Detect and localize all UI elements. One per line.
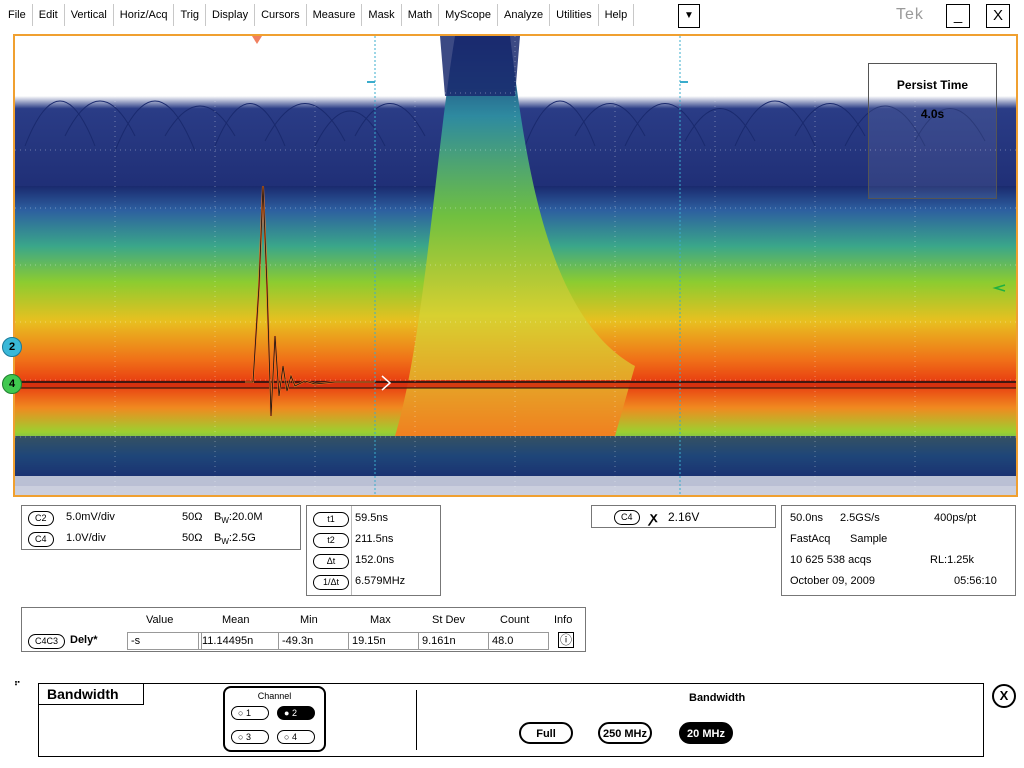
- bw-250mhz-button[interactable]: 250 MHz: [598, 722, 652, 744]
- measurement-panel[interactable]: Value Mean Min Max St Dev Count Info C4C…: [21, 607, 586, 652]
- bw-full-button[interactable]: Full: [519, 722, 573, 744]
- close-button[interactable]: X: [986, 4, 1010, 28]
- meas-header-count: Count: [500, 614, 530, 626]
- meas-value: -s: [127, 632, 202, 650]
- date: October 09, 2009: [790, 575, 876, 587]
- cursor-divider: [351, 506, 352, 595]
- bandwidth-panel: Bandwidth Channel ○ 1 ● 2 ○ 3 ○ 4 Bandwi…: [38, 683, 984, 757]
- meas-source: C4C3: [28, 634, 66, 649]
- meas-header-mean: Mean: [222, 614, 250, 626]
- timebase: 50.0ns: [790, 512, 824, 524]
- ch2-marker[interactable]: 2: [2, 337, 22, 357]
- triangle-down-icon: ▼: [684, 10, 694, 21]
- acquisition-readout[interactable]: 50.0ns 2.5GS/s 400ps/pt FastAcq Sample 1…: [781, 505, 1016, 596]
- menu-horiz-acq[interactable]: Horiz/Acq: [114, 4, 175, 26]
- cursor-inv-dt-value: 6.579MHz: [355, 575, 406, 587]
- ch4-marker[interactable]: 4: [2, 374, 22, 394]
- meas-count: 48.0: [488, 632, 549, 650]
- panel-grip-icon[interactable]: ⠋: [14, 680, 21, 690]
- cursor-dt-value: 152.0ns: [355, 554, 395, 566]
- waveform-canvas: [15, 36, 1016, 495]
- menu-myscope[interactable]: MyScope: [439, 4, 499, 26]
- channel-4-option[interactable]: ○ 4: [277, 730, 315, 744]
- ch2-impedance: 50Ω: [182, 511, 203, 523]
- trigger-readout[interactable]: C4 ꭗ 2.16V: [591, 505, 776, 528]
- menu-cursors[interactable]: Cursors: [255, 4, 307, 26]
- meas-min: -49.3n: [278, 632, 349, 650]
- ch2-scale: 5.0mV/div: [66, 511, 115, 523]
- sampling-mode: Sample: [850, 533, 888, 545]
- waveform-display[interactable]: Persist Time 4.0s: [13, 34, 1018, 497]
- resolution: 400ps/pt: [934, 512, 977, 524]
- meas-info-icon[interactable]: ⓘ: [558, 632, 574, 648]
- menu-display[interactable]: Display: [206, 4, 256, 26]
- bandwidth-panel-title: Bandwidth: [39, 684, 144, 705]
- meas-header-info: Info: [554, 614, 573, 626]
- meas-header-min: Min: [300, 614, 318, 626]
- minimize-button[interactable]: _: [946, 4, 970, 28]
- channel-label: Channel: [257, 691, 292, 701]
- trigger-source: C4: [614, 510, 640, 525]
- acq-count: 10 625 538 acqs: [790, 554, 872, 566]
- menu-items: File Edit Vertical Horiz/Acq Trig Displa…: [2, 4, 635, 28]
- ch4-bandwidth: BW:2.5G: [214, 532, 256, 547]
- time: 05:56:10: [954, 575, 997, 587]
- cursor-t1-value: 59.5ns: [355, 512, 389, 524]
- meas-mean: 11.14495n: [198, 632, 279, 650]
- persist-time-title: Persist Time: [896, 78, 969, 92]
- tek-logo: Tek: [896, 6, 924, 23]
- bandwidth-options-label: Bandwidth: [689, 692, 746, 704]
- ch4-impedance: 50Ω: [182, 532, 203, 544]
- cursor-t1-label: t1: [313, 512, 349, 527]
- persist-time-value: 4.0s: [920, 107, 945, 121]
- menu-file[interactable]: File: [2, 4, 33, 26]
- menu-dropdown-button[interactable]: ▼: [678, 4, 700, 28]
- bw-20mhz-button[interactable]: 20 MHz: [679, 722, 733, 744]
- menu-analyze[interactable]: Analyze: [498, 4, 551, 26]
- channel-2-option[interactable]: ● 2: [277, 706, 315, 720]
- menu-edit[interactable]: Edit: [33, 4, 65, 26]
- cursor-t2-label: t2: [313, 533, 349, 548]
- persist-time-box[interactable]: Persist Time 4.0s: [868, 63, 997, 199]
- ch2-bandwidth: BW:20.0M: [214, 511, 263, 526]
- meas-header-value: Value: [146, 614, 174, 626]
- ch2-tag: C2: [28, 511, 54, 526]
- cursor-readout-panel[interactable]: t1 59.5ns t2 211.5ns Δt 152.0ns 1/Δt 6.5…: [306, 505, 441, 596]
- trigger-level: 2.16V: [668, 510, 700, 524]
- channel-3-option[interactable]: ○ 3: [231, 730, 269, 744]
- meas-name: Dely*: [70, 634, 98, 646]
- ch4-tag: C4: [28, 532, 54, 547]
- sample-rate: 2.5GS/s: [840, 512, 880, 524]
- menu-vertical[interactable]: Vertical: [65, 4, 114, 26]
- channel-selector: Channel ○ 1 ● 2 ○ 3 ○ 4: [223, 686, 326, 752]
- meas-stdev: 9.161n: [418, 632, 489, 650]
- vertical-settings-panel: C2 5.0mV/div 50Ω BW:20.0M C4 1.0V/div 50…: [21, 505, 301, 550]
- panel-divider: [416, 690, 417, 750]
- acq-mode: FastAcq: [790, 533, 831, 545]
- record-length: RL:1.25k: [930, 554, 975, 566]
- menu-utilities[interactable]: Utilities: [550, 4, 599, 26]
- ch2-settings-row[interactable]: C2: [28, 511, 54, 526]
- cursor-inv-dt-label: 1/Δt: [313, 575, 349, 590]
- cursor-dt-label: Δt: [313, 554, 349, 569]
- channel-1-option[interactable]: ○ 1: [231, 706, 269, 720]
- meas-max: 19.15n: [348, 632, 419, 650]
- ch4-scale: 1.0V/div: [66, 532, 106, 544]
- menu-bar: File Edit Vertical Horiz/Acq Trig Displa…: [0, 0, 1024, 32]
- ch4-settings-row[interactable]: C4: [28, 532, 54, 547]
- menu-math[interactable]: Math: [402, 4, 440, 26]
- meas-header-max: Max: [370, 614, 391, 626]
- menu-measure[interactable]: Measure: [307, 4, 363, 26]
- bandwidth-panel-close-button[interactable]: X: [992, 684, 1016, 708]
- meas-header-stdev: St Dev: [432, 614, 466, 626]
- menu-mask[interactable]: Mask: [362, 4, 402, 26]
- menu-trig[interactable]: Trig: [174, 4, 207, 26]
- menu-help[interactable]: Help: [599, 4, 635, 26]
- trigger-edge-icon: ꭗ: [650, 509, 658, 525]
- cursor-t2-value: 211.5ns: [355, 533, 394, 545]
- trigger-position-marker: [252, 36, 262, 44]
